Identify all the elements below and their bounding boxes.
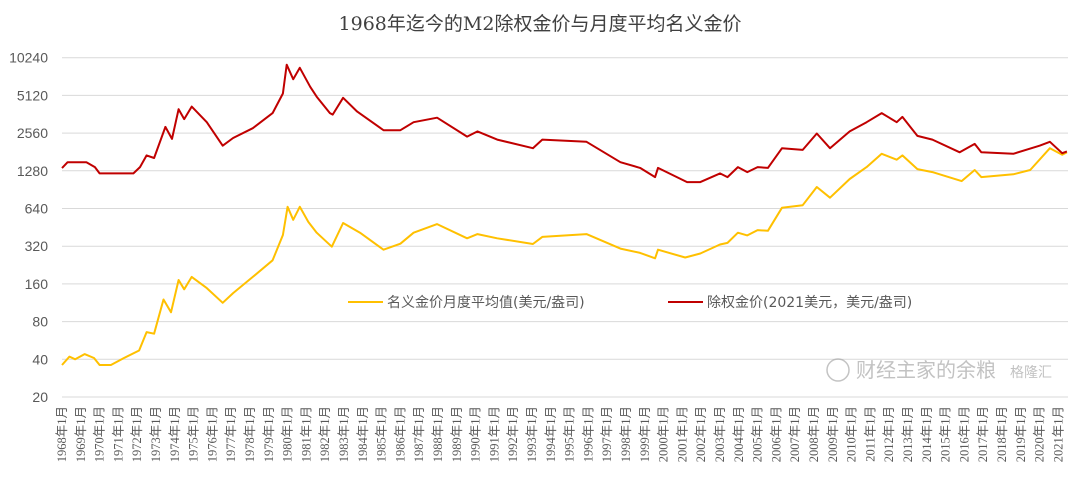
x-axis-ticks: 1968年1月 1969年1月 1970年1月 1971年1月 1972年1月 1973年… [55,406,1065,462]
x-tick-label: 2000年1月 [657,406,671,462]
series-lines [61,63,1068,366]
x-tick-label: 2021年1月 [1051,406,1065,462]
x-tick-label: 1983年1月 [337,406,351,462]
x-tick-label: 1994年1月 [544,406,558,462]
x-tick-label: 1971年1月 [111,406,125,462]
x-tick-label: 2005年1月 [751,406,765,462]
x-tick-label: 1975年1月 [187,406,201,462]
x-tick-label: 1978年1月 [243,406,257,462]
x-tick-label: 1974年1月 [168,406,182,462]
x-tick-label: 1996年1月 [581,406,595,462]
y-axis-ticks: 20 40 80 160 320 640 1280 2560 5120 10240 [9,50,48,405]
x-tick-label: 2003年1月 [713,406,727,462]
x-tick-label: 2020年1月 [1033,406,1047,462]
x-tick-label: 2011年1月 [863,406,877,462]
x-tick-label: 2010年1月 [845,406,859,462]
x-tick-label: 1993年1月 [525,406,539,462]
y-tick-label: 1280 [17,163,48,179]
watermark: 财经主家的余粮 格隆汇 [826,358,1052,382]
y-tick-label: 640 [25,201,49,217]
series-line-nominal [61,147,1068,366]
x-tick-label: 1977年1月 [224,406,238,462]
x-tick-label: 1973年1月 [149,406,163,462]
x-tick-label: 1987年1月 [412,406,426,462]
y-tick-label: 10240 [9,50,48,66]
x-tick-label: 1988年1月 [431,406,445,462]
gridlines [62,57,1068,398]
x-tick-label: 2007年1月 [788,406,802,462]
x-tick-label: 1998年1月 [619,406,633,462]
x-tick-label: 2001年1月 [675,406,689,462]
watermark-source: 格隆汇 [1010,365,1052,381]
x-tick-label: 1969年1月 [74,406,88,462]
x-tick-label: 1995年1月 [563,406,577,462]
x-tick-label: 2009年1月 [826,406,840,462]
series-line-real [61,63,1068,184]
legend-label-nominal: 名义金价月度平均值(美元/盎司) [387,295,585,311]
x-tick-label: 1990年1月 [469,406,483,462]
x-tick-label: 2013年1月 [901,406,915,462]
x-tick-label: 1986年1月 [393,406,407,462]
y-tick-label: 80 [32,314,48,330]
x-tick-label: 1997年1月 [600,406,614,462]
x-tick-label: 2016年1月 [957,406,971,462]
x-tick-label: 1970年1月 [93,406,107,462]
x-tick-label: 2018年1月 [995,406,1009,462]
chart-title: 1968年迄今的M2除权金价与月度平均名义金价 [339,13,742,35]
x-tick-label: 1985年1月 [375,406,389,462]
legend: 名义金价月度平均值(美元/盎司) 除权金价(2021美元，美元/盎司) [348,295,912,311]
x-tick-label: 1976年1月 [205,406,219,462]
x-tick-label: 2017年1月 [976,406,990,462]
x-tick-label: 2004年1月 [732,406,746,462]
x-tick-label: 1992年1月 [506,406,520,462]
x-tick-label: 1991年1月 [487,406,501,462]
x-tick-label: 2015年1月 [939,406,953,462]
x-tick-label: 1999年1月 [638,406,652,462]
x-tick-label: 2002年1月 [694,406,708,462]
y-tick-label: 2560 [17,125,48,141]
x-tick-label: 1972年1月 [130,406,144,462]
x-tick-label: 2008年1月 [807,406,821,462]
x-tick-label: 1980年1月 [281,406,295,462]
x-tick-label: 1968年1月 [55,406,69,462]
watermark-account: 财经主家的余粮 [856,358,996,382]
y-tick-label: 320 [25,238,49,254]
x-tick-label: 2019年1月 [1014,406,1028,462]
y-tick-label: 160 [25,276,49,292]
x-tick-label: 2012年1月 [882,406,896,462]
y-tick-label: 5120 [17,87,48,103]
legend-label-real: 除权金价(2021美元，美元/盎司) [707,295,912,311]
wechat-icon [826,358,850,382]
x-tick-label: 1979年1月 [262,406,276,462]
y-tick-label: 40 [32,351,48,367]
x-tick-label: 1981年1月 [299,406,313,462]
x-tick-label: 1982年1月 [318,406,332,462]
x-tick-label: 1989年1月 [450,406,464,462]
y-tick-label: 20 [32,389,48,405]
x-tick-label: 1984年1月 [356,406,370,462]
x-tick-label: 2006年1月 [769,406,783,462]
x-tick-label: 2014年1月 [920,406,934,462]
